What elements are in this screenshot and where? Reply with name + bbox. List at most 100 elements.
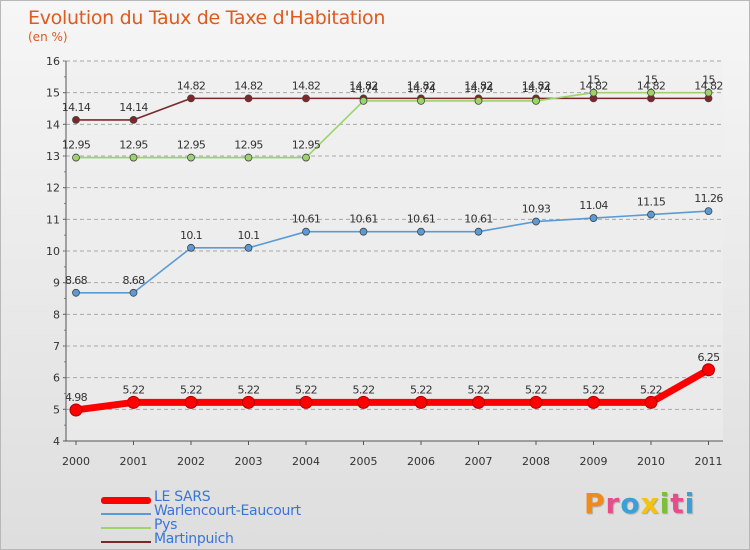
legend-item: Warlencourt-Eaucourt [101, 503, 401, 521]
unit-label: (en %) [28, 30, 68, 44]
data-point [72, 153, 80, 162]
series-line-warlencourt-eaucourt [76, 210, 709, 294]
y-tick-label: 10 [46, 245, 60, 258]
data-label: 5.22 [582, 383, 604, 396]
y-tick-label: 4 [53, 435, 60, 448]
x-tick-label: 2004 [292, 455, 320, 468]
data-point [414, 395, 428, 409]
y-tick-label: 13 [46, 150, 60, 163]
data-point [302, 227, 310, 236]
data-label: 10.93 [522, 203, 551, 216]
x-tick-label: 2008 [522, 455, 550, 468]
legend-swatch [101, 541, 151, 543]
data-label: 15 [645, 74, 658, 87]
data-label: 5.22 [122, 383, 144, 396]
data-point [129, 116, 138, 124]
data-point [647, 210, 655, 219]
proxiti-logo: Proxiti [584, 487, 696, 520]
data-label: 6.25 [697, 351, 720, 364]
x-tick-label: 2003 [235, 455, 263, 468]
legend-label: Martinpuich [154, 531, 234, 547]
data-point [357, 395, 370, 409]
data-label: 10.61 [292, 213, 321, 226]
data-label: 10.1 [237, 229, 259, 242]
data-label: 14.82 [694, 79, 723, 92]
data-label: 12.95 [234, 139, 263, 152]
data-point [474, 227, 483, 236]
data-label: 14.74 [464, 82, 493, 95]
legend-item: LE SARS [101, 489, 401, 507]
y-tick-label: 7 [53, 340, 60, 353]
data-label: 5.22 [237, 383, 259, 396]
data-label: 5.22 [410, 383, 432, 396]
y-tick-label: 14 [46, 118, 60, 131]
y-tick-label: 6 [53, 372, 60, 385]
data-point [704, 207, 713, 216]
data-label: 14.82 [464, 79, 493, 92]
data-label: 14.82 [234, 79, 263, 92]
x-tick-label: 2007 [465, 455, 493, 468]
y-tick-label: 8 [53, 308, 60, 321]
series-line-pys [76, 91, 709, 159]
data-point [587, 395, 600, 409]
data-point [129, 153, 138, 162]
y-tick-label: 16 [46, 55, 60, 68]
data-point [359, 227, 368, 236]
data-point [589, 88, 598, 97]
data-label: 11.15 [637, 196, 666, 209]
x-tick-label: 2006 [407, 455, 435, 468]
data-label: 12.95 [292, 139, 321, 152]
data-point [244, 153, 253, 162]
data-label: 15 [702, 74, 715, 87]
data-label: 12.95 [119, 139, 148, 152]
data-label: 5.22 [295, 383, 317, 396]
data-point [417, 97, 425, 105]
series-line-martinpuich [76, 97, 709, 121]
legend-swatch [101, 496, 151, 504]
data-label: 14.74 [522, 82, 551, 95]
data-label: 12.95 [177, 139, 206, 152]
data-label: 14.82 [177, 79, 206, 92]
x-tick-label: 2011 [695, 455, 723, 468]
data-label: 14.82 [579, 79, 608, 92]
legend-item: Pys [101, 517, 401, 535]
data-point [529, 395, 543, 409]
data-point [184, 395, 198, 409]
data-point [472, 395, 485, 409]
y-tick-label: 12 [46, 182, 60, 195]
data-point [129, 288, 138, 297]
data-label: 14.14 [62, 101, 91, 114]
data-point [417, 227, 425, 236]
data-label: 5.22 [467, 383, 489, 396]
data-label: 15 [587, 74, 600, 87]
x-tick-label: 2010 [637, 455, 665, 468]
data-point [187, 153, 195, 162]
data-point [242, 395, 255, 409]
chart-title: Evolution du Taux de Taxe d'Habitation [28, 7, 386, 29]
data-label: 5.22 [180, 383, 202, 396]
y-tick-label: 11 [46, 213, 60, 226]
data-point [244, 94, 253, 103]
legend-swatch [101, 513, 151, 515]
data-label: 10.1 [180, 229, 202, 242]
data-point [704, 88, 713, 97]
data-label: 12.95 [62, 139, 91, 152]
data-label: 14.74 [349, 82, 378, 95]
data-label: 14.82 [292, 79, 321, 92]
data-point [302, 94, 310, 103]
data-point [72, 116, 80, 124]
data-point [302, 153, 310, 162]
data-point [359, 97, 368, 105]
data-label: 11.26 [694, 192, 723, 205]
data-point [532, 97, 540, 105]
legend-item: Martinpuich [101, 531, 401, 549]
data-label: 8.68 [122, 274, 145, 287]
data-label: 5.22 [640, 383, 662, 396]
data-label: 14.74 [407, 82, 436, 95]
data-label: 14.82 [637, 79, 666, 92]
data-point [644, 395, 658, 409]
data-point [474, 97, 483, 105]
data-label: 11.04 [579, 199, 608, 212]
